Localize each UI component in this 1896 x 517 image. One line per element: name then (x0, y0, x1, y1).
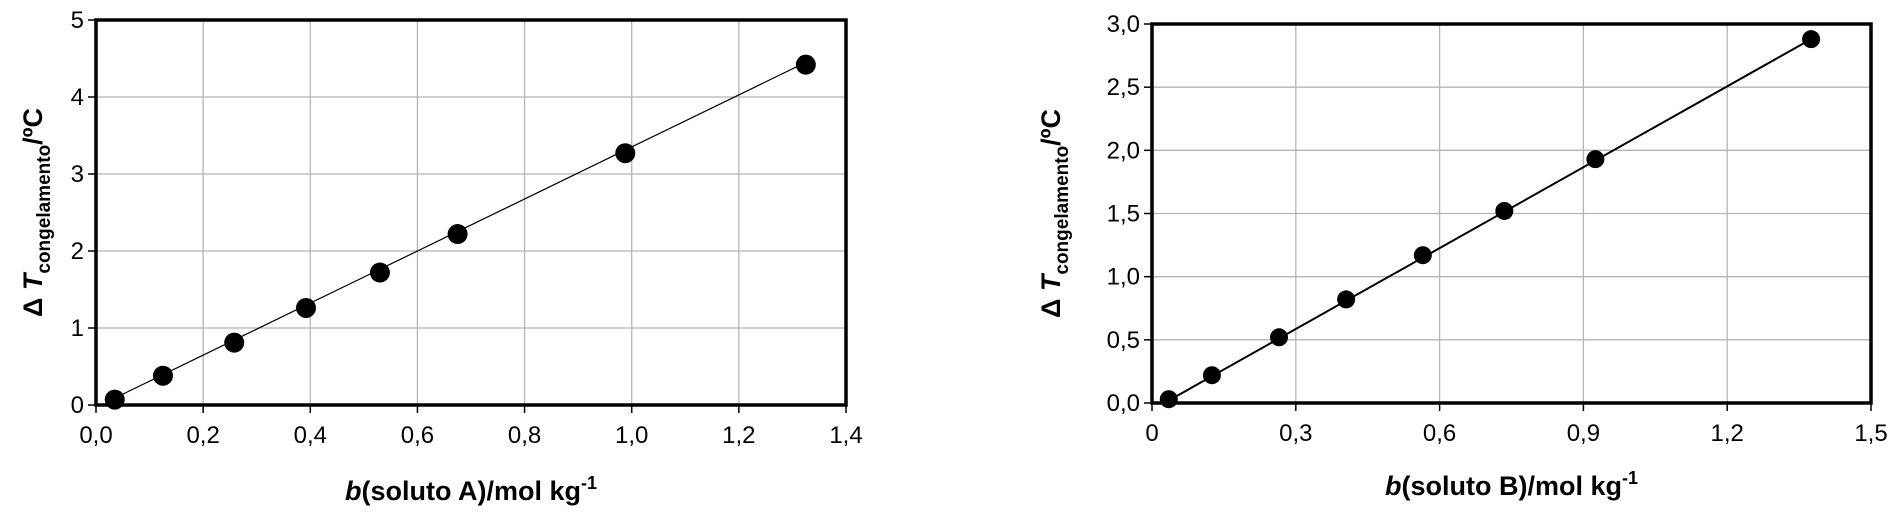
chart-1-xtick-label: 0,6 (401, 422, 434, 449)
chart-1-xtick-label: 0,0 (79, 422, 112, 449)
chart-2-xtick-label: 0,3 (1279, 420, 1312, 447)
chart-2-ytick-label: 2,5 (1107, 74, 1140, 101)
chart-2-ytick-label: 0,5 (1107, 327, 1140, 354)
chart-2-xtick-label: 1,5 (1854, 420, 1887, 447)
chart-1-ytick-label: 4 (71, 84, 84, 111)
chart-right: 0 0,3 0,6 0,9 1,2 1,5 0,0 0,5 1,0 1,5 2,0 2,5 3,0 b(s… (1036, 11, 1888, 501)
chart-1-data-point (447, 224, 468, 245)
chart-2-data-point (1586, 150, 1605, 169)
chart-1-ytick-label: 0 (71, 392, 84, 419)
chart-1-data-point (369, 262, 390, 283)
chart-2-xtick-label: 0 (1145, 420, 1158, 447)
chart-2-ytick-label: 1,5 (1107, 201, 1140, 228)
chart-1-ytick-label: 5 (71, 7, 84, 34)
chart-2-x-axis-title: b(soluto B)/mol kg-1 (1385, 468, 1638, 501)
chart-1-ytick-label: 1 (71, 315, 84, 342)
chart-1-frame (94, 18, 848, 407)
chart-2-ytick-label: 0,0 (1107, 390, 1140, 417)
chart-1-xtick-label: 0,2 (186, 422, 219, 449)
chart-1-xtick-label: 0,8 (508, 422, 541, 449)
chart-2-data-point (1337, 290, 1356, 309)
chart-2-xtick-label: 0,6 (1423, 420, 1456, 447)
chart-1-ytick-label: 2 (71, 238, 84, 265)
chart-2-data-point (1413, 246, 1432, 265)
chart-2-xtick-label: 0,9 (1567, 420, 1600, 447)
chart-2-data-point (1802, 30, 1821, 49)
chart-1-xtick-label: 0,4 (294, 422, 327, 449)
chart-2-ytick-label: 2,0 (1107, 137, 1140, 164)
chart-1-ytick-label: 3 (71, 161, 84, 188)
chart-1-data-point (104, 389, 125, 410)
chart-left: 0,0 0,2 0,4 0,6 0,8 1,0 1,2 1,4 0 1 2 3 4 5 b(soluto A… (18, 7, 863, 506)
chart-2-ytick-label: 1,0 (1107, 264, 1140, 291)
chart-1-xtick-label: 1,4 (829, 422, 862, 449)
chart-1-data-point (795, 54, 816, 75)
chart-2-y-axis-title: Δ Tcongelamento/ºC (1036, 109, 1073, 318)
chart-2-data-point (1495, 201, 1514, 220)
chart-2-xtick-label: 1,2 (1711, 420, 1744, 447)
chart-1-xtick-label: 1,2 (722, 422, 755, 449)
chart-1-plot-area (96, 20, 846, 405)
chart-1-data-point (296, 297, 316, 318)
chart-2-data-point (1270, 328, 1289, 347)
chart-1-data-point (615, 143, 636, 164)
chart-1-data-point (224, 332, 245, 353)
chart-2-data-point (1159, 390, 1178, 409)
chart-2-ytick-label: 3,0 (1107, 11, 1140, 38)
chart-1-x-axis-title: b(soluto A)/mol kg-1 (345, 473, 597, 506)
chart-1-xtick-label: 1,0 (615, 422, 648, 449)
chart-1-y-axis-title: Δ Tcongelamento/ºC (18, 108, 55, 317)
chart-1-data-point (152, 365, 173, 386)
chart-2-data-point (1202, 366, 1221, 385)
